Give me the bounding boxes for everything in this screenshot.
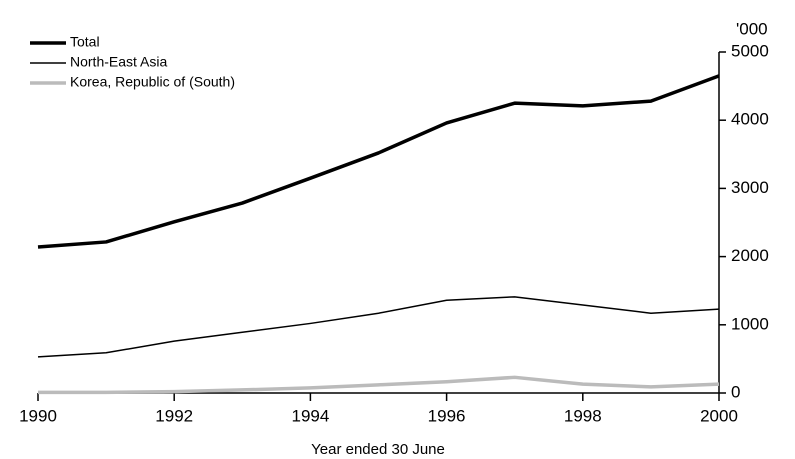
y-tick-label: 5000: [731, 41, 769, 60]
x-tick-label: 1996: [428, 406, 466, 425]
y-tick-label: 2000: [731, 246, 769, 265]
x-tick-label: 1992: [155, 406, 193, 425]
legend-label: Korea, Republic of (South): [70, 74, 235, 90]
y-unit: '000: [736, 19, 768, 38]
legend-label: Total: [70, 34, 100, 50]
x-tick-label: 1994: [291, 406, 329, 425]
y-tick-label: 4000: [731, 110, 769, 129]
x-tick-label: 2000: [700, 406, 738, 425]
x-tick-label: 1998: [564, 406, 602, 425]
legend-label: North-East Asia: [70, 54, 167, 70]
series-line: [37, 296, 720, 358]
y-tick-label: 3000: [731, 178, 769, 197]
y-tick-label: 1000: [731, 314, 769, 333]
series-line: [38, 375, 720, 395]
x-axis-label: Year ended 30 June: [311, 441, 445, 458]
y-tick-label: 0: [731, 382, 740, 401]
x-tick-label: 1990: [19, 406, 57, 425]
series-line: [37, 74, 720, 249]
